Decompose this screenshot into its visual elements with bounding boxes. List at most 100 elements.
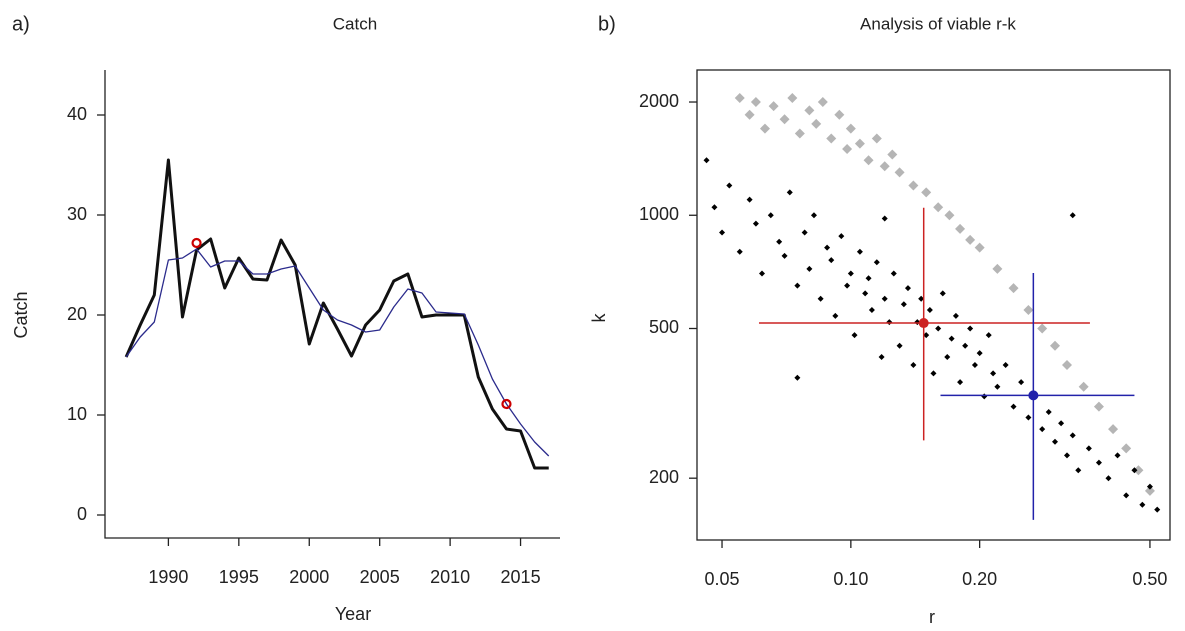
scatter-point bbox=[1058, 420, 1065, 427]
scatter-point bbox=[826, 133, 837, 144]
scatter-point bbox=[933, 202, 944, 213]
scatter-point bbox=[886, 319, 893, 326]
estimate-point bbox=[1028, 390, 1039, 401]
scatter-point bbox=[904, 285, 911, 292]
scatter-point bbox=[806, 265, 813, 272]
scatter-point bbox=[873, 259, 880, 266]
scatter-point bbox=[948, 335, 955, 342]
scatter-point bbox=[834, 109, 845, 120]
scatter-point bbox=[1063, 452, 1070, 459]
x-tick-label: 1995 bbox=[219, 567, 259, 587]
line-series bbox=[125, 248, 550, 457]
scatter-point bbox=[1075, 467, 1082, 474]
plot-frame bbox=[696, 69, 1171, 541]
scatter-point bbox=[832, 312, 839, 319]
y-tick-label: 2000 bbox=[639, 91, 679, 111]
point-marker bbox=[501, 398, 512, 410]
y-tick-label: 1000 bbox=[639, 204, 679, 224]
scatter-point bbox=[794, 282, 801, 289]
scatter-point bbox=[768, 101, 779, 112]
scatter-point bbox=[923, 332, 930, 339]
scatter-point bbox=[990, 370, 997, 377]
scatter-point bbox=[1121, 443, 1132, 454]
estimate-point bbox=[918, 318, 929, 329]
scatter-point bbox=[781, 252, 788, 259]
scatter-point bbox=[985, 332, 992, 339]
scatter-point bbox=[1061, 359, 1072, 370]
scatter-point bbox=[828, 257, 835, 264]
y-tick-label: 30 bbox=[67, 204, 87, 224]
scatter-point bbox=[1069, 432, 1076, 439]
scatter-point bbox=[1093, 401, 1104, 412]
x-tick-label: 0.05 bbox=[705, 569, 740, 589]
scatter-point bbox=[879, 161, 890, 172]
scatter-point bbox=[726, 182, 733, 189]
scatter-point bbox=[811, 118, 822, 129]
scatter-point bbox=[878, 353, 885, 360]
y-tick-label: 40 bbox=[67, 104, 87, 124]
scatter-point bbox=[801, 229, 808, 236]
scatter-point bbox=[1037, 323, 1048, 334]
scatter-point bbox=[817, 97, 828, 108]
scatter-point bbox=[871, 133, 882, 144]
scatter-point bbox=[981, 393, 988, 400]
scatter-point bbox=[1131, 467, 1138, 474]
scatter-point bbox=[994, 383, 1001, 390]
scatter-point bbox=[824, 244, 831, 251]
y-tick-label: 10 bbox=[67, 404, 87, 424]
scatter-point bbox=[817, 295, 824, 302]
x-tick-label: 1990 bbox=[148, 567, 188, 587]
scatter-point bbox=[744, 109, 755, 120]
y-axis-label: k bbox=[589, 313, 609, 323]
scatter-point bbox=[736, 248, 743, 255]
scatter-point bbox=[900, 301, 907, 308]
scatter-point bbox=[894, 167, 905, 178]
scatter-point bbox=[1010, 403, 1017, 410]
x-tick-label: 0.50 bbox=[1132, 569, 1167, 589]
x-tick-label: 2000 bbox=[289, 567, 329, 587]
scatter-point bbox=[1154, 506, 1161, 513]
y-tick-label: 0 bbox=[77, 504, 87, 524]
scatter-point bbox=[868, 306, 875, 313]
scatter-point bbox=[842, 144, 853, 155]
scatter-point bbox=[1008, 283, 1019, 294]
scatter-point bbox=[865, 275, 872, 282]
scatter-point bbox=[1069, 212, 1076, 219]
scatter-point bbox=[854, 138, 865, 149]
scatter-point bbox=[844, 282, 851, 289]
scatter-point bbox=[965, 234, 976, 245]
scatter-point bbox=[794, 374, 801, 381]
scatter-point bbox=[992, 263, 1003, 274]
scatter-point bbox=[1078, 381, 1089, 392]
scatter-point bbox=[1123, 492, 1130, 499]
panel-label: a) bbox=[12, 13, 30, 35]
scatter-point bbox=[962, 342, 969, 349]
scatter-point bbox=[750, 97, 761, 108]
scatter-point bbox=[804, 105, 815, 116]
scatter-point bbox=[810, 212, 817, 219]
line-series bbox=[124, 158, 549, 470]
scatter-point bbox=[921, 187, 932, 198]
scatter-point bbox=[890, 270, 897, 277]
scatter-point bbox=[918, 295, 925, 302]
x-axis-label: r bbox=[929, 607, 935, 627]
scatter-point bbox=[944, 353, 951, 360]
scatter-point bbox=[930, 370, 937, 377]
scatter-point bbox=[1146, 483, 1153, 490]
scatter-point bbox=[776, 238, 783, 245]
x-tick-label: 0.20 bbox=[962, 569, 997, 589]
scatter-point bbox=[957, 379, 964, 386]
scatter-point bbox=[926, 306, 933, 313]
scatter-point bbox=[1050, 340, 1061, 351]
scatter-point bbox=[1144, 485, 1155, 496]
scatter-point bbox=[881, 295, 888, 302]
y-axis-label: Catch bbox=[11, 291, 31, 338]
scatter-point bbox=[845, 123, 856, 134]
x-tick-label: 2015 bbox=[501, 567, 541, 587]
axis-frame bbox=[104, 70, 560, 539]
scatter-point bbox=[1133, 465, 1144, 476]
scatter-point bbox=[1025, 414, 1032, 421]
scatter-point bbox=[967, 325, 974, 332]
scatter-point bbox=[703, 157, 710, 164]
